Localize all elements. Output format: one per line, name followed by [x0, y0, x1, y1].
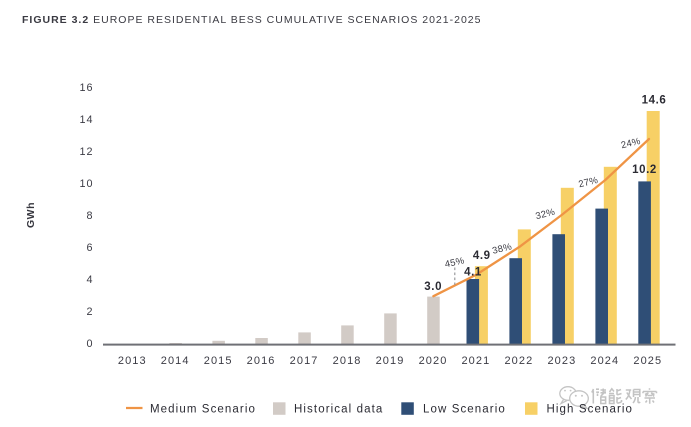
svg-text:FIGURE 3.2 EUROPE RESIDENTIAL: FIGURE 3.2 EUROPE RESIDENTIAL BESS CUMUL… [22, 14, 481, 26]
svg-text:Low Scenario: Low Scenario [423, 404, 506, 416]
svg-text:GWh: GWh [25, 202, 37, 228]
svg-text:6: 6 [86, 242, 93, 254]
svg-text:Historical data: Historical data [294, 404, 383, 416]
svg-text:2020: 2020 [419, 355, 448, 367]
svg-text:27%: 27% [577, 175, 599, 191]
svg-text:4: 4 [86, 274, 93, 286]
svg-text:16: 16 [79, 82, 93, 94]
svg-text:2024: 2024 [590, 355, 619, 367]
svg-text:2022: 2022 [504, 355, 533, 367]
svg-text:4.1: 4.1 [464, 266, 482, 278]
svg-text:2019: 2019 [376, 355, 405, 367]
svg-text:10.2: 10.2 [632, 164, 657, 176]
svg-text:2: 2 [86, 306, 93, 318]
svg-text:38%: 38% [491, 241, 513, 257]
svg-text:12: 12 [79, 146, 93, 158]
svg-text:32%: 32% [534, 207, 556, 223]
svg-text:14.6: 14.6 [642, 95, 667, 107]
svg-text:2013: 2013 [118, 355, 147, 367]
svg-text:2014: 2014 [161, 355, 190, 367]
svg-text:0: 0 [86, 338, 93, 350]
svg-text:2025: 2025 [633, 355, 662, 367]
svg-text:14: 14 [79, 114, 93, 126]
svg-text:High Scenario: High Scenario [547, 404, 634, 416]
svg-text:24%: 24% [620, 136, 642, 152]
svg-text:2023: 2023 [547, 355, 576, 367]
svg-text:10: 10 [79, 178, 93, 190]
svg-text:3.0: 3.0 [424, 281, 442, 293]
svg-text:Medium Scenario: Medium Scenario [150, 404, 256, 416]
svg-text:2015: 2015 [204, 355, 233, 367]
svg-text:45%: 45% [444, 255, 466, 270]
svg-text:2018: 2018 [333, 355, 362, 367]
svg-text:2016: 2016 [247, 355, 276, 367]
svg-text:2017: 2017 [290, 355, 319, 367]
svg-text:2021: 2021 [461, 355, 490, 367]
svg-text:4.9: 4.9 [473, 250, 491, 262]
svg-text:8: 8 [86, 210, 93, 222]
